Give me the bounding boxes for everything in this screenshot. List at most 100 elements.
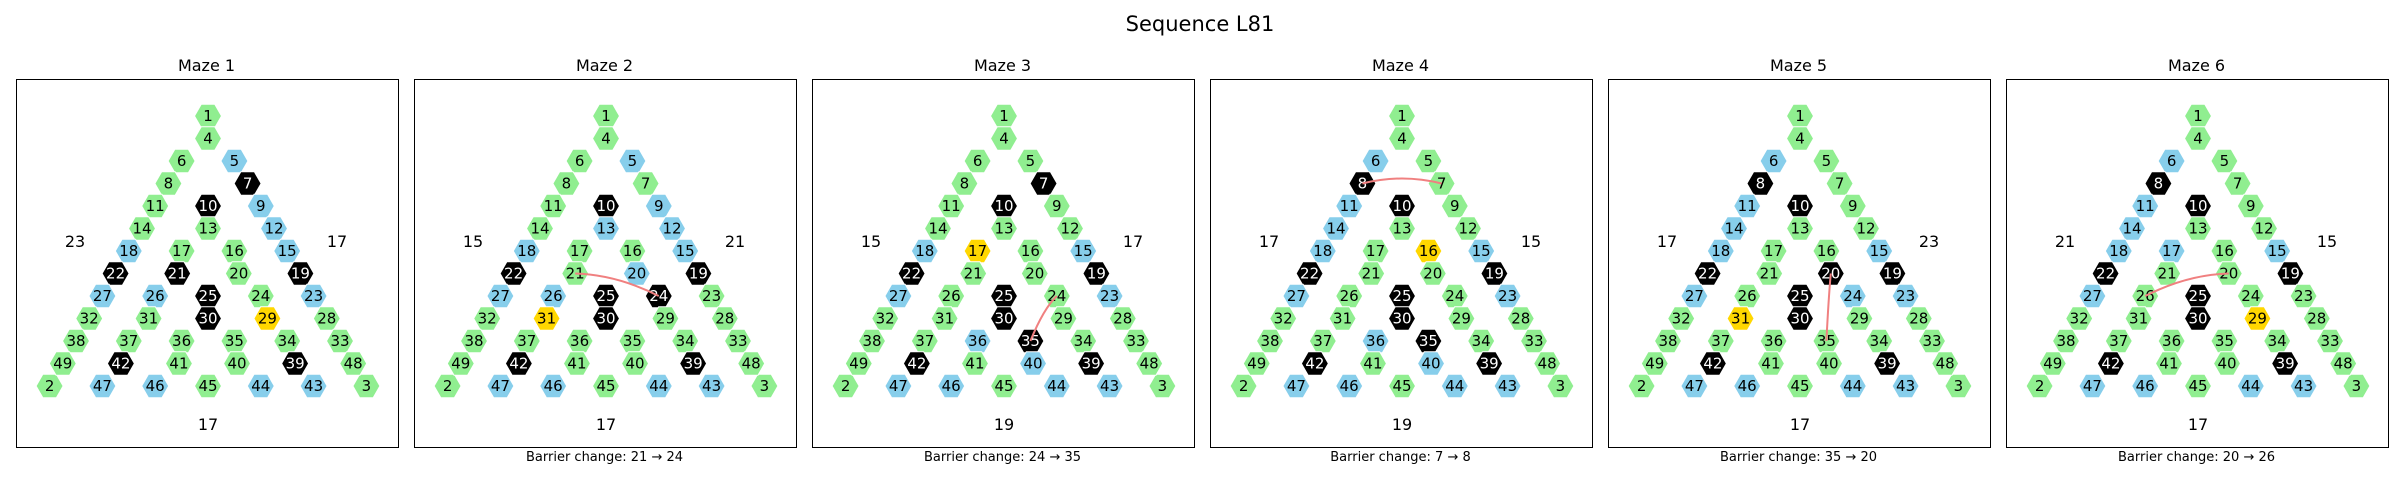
hex-number: 34 (1074, 332, 1093, 350)
hex-cell: 13 (989, 216, 1019, 241)
hex-number: 42 (1703, 355, 1722, 373)
hex-shape (1546, 373, 1575, 399)
hex-shape (1845, 306, 1874, 331)
hex-number: 12 (1458, 220, 1477, 238)
hex-number: 33 (1524, 332, 1543, 350)
hex-shape (2104, 238, 2133, 264)
hex-cell: 27 (884, 283, 913, 309)
hex-cell: 48 (1533, 351, 1562, 376)
hex-cell: 44 (1838, 373, 1867, 399)
hex-number: 16 (1021, 242, 1040, 260)
hex-number: 25 (994, 287, 1013, 305)
hex-shape (106, 351, 135, 376)
hex-shape (651, 306, 680, 331)
hex-number: 43 (702, 377, 721, 395)
hex-number: 22 (1698, 265, 1717, 283)
hex-shape (222, 351, 252, 376)
hex-number: 22 (504, 265, 523, 283)
hex-cell: 6 (1759, 148, 1788, 174)
hex-cell: 16 (1812, 238, 1841, 264)
hex-cell: 13 (193, 216, 223, 241)
hex-shape (2157, 328, 2186, 354)
hex-shape (1785, 126, 1815, 151)
hex-number: 2 (2035, 377, 2045, 395)
hex-number: 33 (1922, 332, 1941, 350)
hex-cell: 36 (963, 328, 992, 354)
hex-number: 41 (965, 355, 984, 373)
hex-cell: 27 (1680, 283, 1709, 309)
hex-cell: 7 (2223, 171, 2252, 196)
hex-number: 47 (889, 377, 908, 395)
hex-number: 45 (596, 377, 615, 395)
hex-cell: 6 (565, 148, 594, 174)
hex-shape (1653, 328, 1683, 354)
hex-cell: 18 (114, 238, 143, 264)
hex-cell: 6 (1361, 148, 1390, 174)
hex-cell: 32 (2065, 306, 2094, 331)
hex-number: 14 (530, 220, 549, 238)
hex-number: 15 (1074, 242, 1093, 260)
hex-cell: 31 (134, 306, 163, 331)
hex-number: 13 (198, 220, 217, 238)
hex-cell: 15 (1069, 238, 1098, 264)
hex-shape (750, 373, 779, 399)
hex-shape (539, 283, 568, 309)
hex-cell: 35 (220, 328, 249, 354)
hex-number: 5 (1026, 152, 1036, 170)
hex-cell: 10 (989, 193, 1019, 219)
hex-number: 28 (2307, 310, 2326, 328)
hex-shape (1838, 373, 1867, 399)
hex-number: 26 (146, 287, 165, 305)
hex-number: 31 (1731, 310, 1750, 328)
hex-number: 38 (2056, 332, 2075, 350)
hex-cell: 23 (2289, 283, 2318, 309)
hex-shape (2183, 373, 2213, 399)
hex-number: 35 (1419, 332, 1438, 350)
hex-cell: 18 (1308, 238, 1337, 264)
hex-cell: 49 (1640, 351, 1669, 376)
hex-cell: 17 (1361, 238, 1390, 264)
hex-shape (591, 306, 621, 331)
hex-shape (2329, 351, 2358, 376)
hex-cell: 49 (844, 351, 873, 376)
hex-number: 29 (1452, 310, 1471, 328)
hex-number: 1 (601, 107, 611, 125)
hex-shape (1944, 373, 1973, 399)
hex-shape (1042, 373, 1071, 399)
hex-number: 47 (1287, 377, 1306, 395)
hex-shape (1308, 238, 1337, 264)
hex-cell: 21 (163, 261, 192, 286)
hex-cell: 41 (562, 351, 592, 376)
hex-cell: 34 (273, 328, 302, 354)
hex-shape (504, 351, 533, 376)
hex-cell: 5 (2210, 148, 2239, 174)
hex-cell: 1 (193, 103, 223, 129)
hex-number: 1 (999, 107, 1009, 125)
hex-number: 41 (2159, 355, 2178, 373)
hex-number: 14 (1724, 220, 1743, 238)
hex-number: 10 (994, 197, 1013, 215)
hex-cell: 18 (512, 238, 541, 264)
hex-number: 17 (1764, 242, 1783, 260)
hex-cell: 6 (167, 148, 196, 174)
hex-number: 4 (999, 130, 1009, 148)
hex-number: 19 (1883, 265, 1902, 283)
hex-number: 36 (1764, 332, 1783, 350)
hex-shape (1255, 328, 1285, 354)
hex-cell: 23 (1095, 283, 1124, 309)
hex-shape (1300, 351, 1329, 376)
hex-number: 26 (544, 287, 563, 305)
hex-number: 35 (623, 332, 642, 350)
hex-shape (1018, 351, 1048, 376)
hex-number: 24 (2241, 287, 2260, 305)
hex-cell: 43 (697, 373, 726, 399)
hex-number: 36 (968, 332, 987, 350)
hex-number: 48 (2334, 355, 2353, 373)
hex-number: 44 (2241, 377, 2260, 395)
hex-number: 22 (902, 265, 921, 283)
hex-number: 28 (1909, 310, 1928, 328)
hex-shape (2289, 373, 2318, 399)
hex-cell: 18 (1706, 238, 1735, 264)
hex-cell: 16 (2210, 238, 2239, 264)
hex-cell: 10 (2183, 193, 2213, 219)
